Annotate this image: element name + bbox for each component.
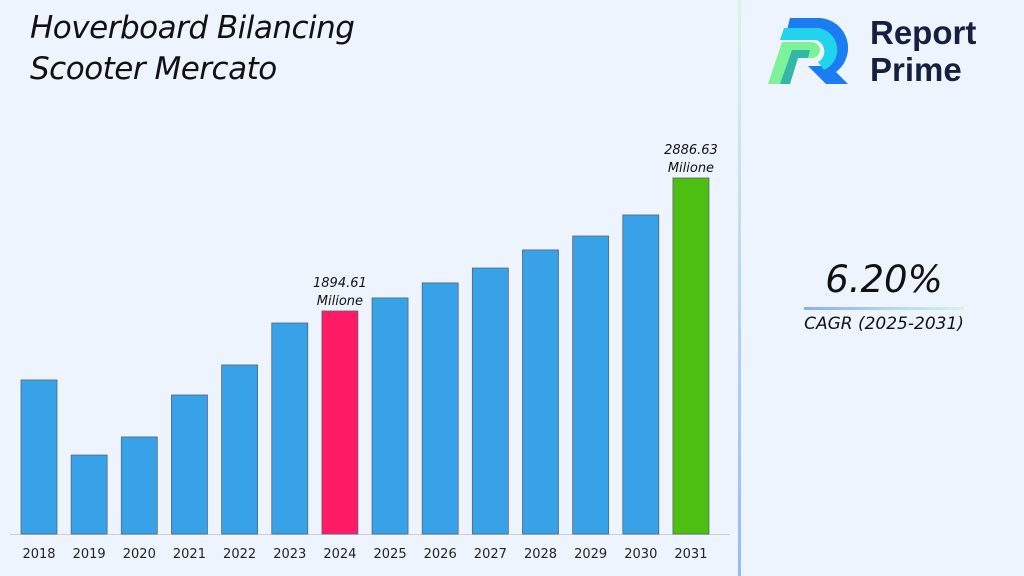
bar-2026 — [421, 282, 459, 535]
bar-2024 — [321, 310, 359, 535]
x-tick-label: 2030 — [624, 547, 657, 562]
bar-2022 — [221, 364, 259, 535]
x-tick-label: 2031 — [674, 547, 707, 562]
x-tick-label: 2026 — [424, 547, 457, 562]
x-tick-label: 2022 — [223, 547, 256, 562]
x-tick-label: 2023 — [273, 547, 306, 562]
chart-title: Hoverboard Bilancing Scooter Mercato — [30, 8, 355, 90]
x-tick-label: 2029 — [574, 547, 607, 562]
cagr-label: CAGR (2025-2031) — [804, 314, 964, 334]
data-label: Milione — [668, 161, 714, 176]
logo-line-1: Report — [870, 14, 977, 51]
bar-2019 — [70, 454, 108, 535]
x-tick-label: 2021 — [173, 547, 206, 562]
bar-2028 — [522, 249, 559, 535]
data-label: 1894.61 — [313, 276, 367, 291]
data-label: Milione — [317, 294, 363, 309]
x-tick-label: 2025 — [374, 547, 407, 562]
bar-2029 — [572, 235, 610, 535]
bar-2020 — [120, 436, 158, 535]
report-prime-logo-icon — [768, 18, 849, 84]
bar-2027 — [471, 267, 509, 535]
bar-2018 — [20, 379, 58, 535]
x-tick-label: 2018 — [22, 547, 55, 562]
bar-2021 — [171, 394, 208, 535]
x-tick-label: 2028 — [524, 547, 557, 562]
logo-text: Report Prime — [870, 14, 976, 88]
x-tick-label: 2019 — [73, 547, 106, 562]
x-tick-label: 2020 — [123, 547, 156, 562]
x-tick-label: 2027 — [474, 547, 507, 562]
bar-2025 — [371, 297, 409, 535]
bar-chart: 2018 2019 2020 2021 2022 2023 2024 2025 2026 2027… — [10, 143, 730, 562]
bar-2031 — [672, 177, 710, 535]
bar-2030 — [622, 214, 660, 535]
cagr-value: 6.20% — [825, 258, 943, 301]
logo-line-2: Prime — [870, 51, 962, 88]
title-line-2: Scooter Mercato — [30, 51, 277, 87]
title-line-1: Hoverboard Bilancing — [30, 10, 355, 46]
data-label: 2886.63 — [664, 143, 718, 158]
bar-2023 — [271, 322, 309, 535]
x-tick-label: 2024 — [323, 547, 356, 562]
divider — [738, 0, 741, 576]
cagr-panel: 6.20% CAGR (2025-2031) — [800, 258, 968, 334]
cagr-underline — [804, 307, 964, 310]
